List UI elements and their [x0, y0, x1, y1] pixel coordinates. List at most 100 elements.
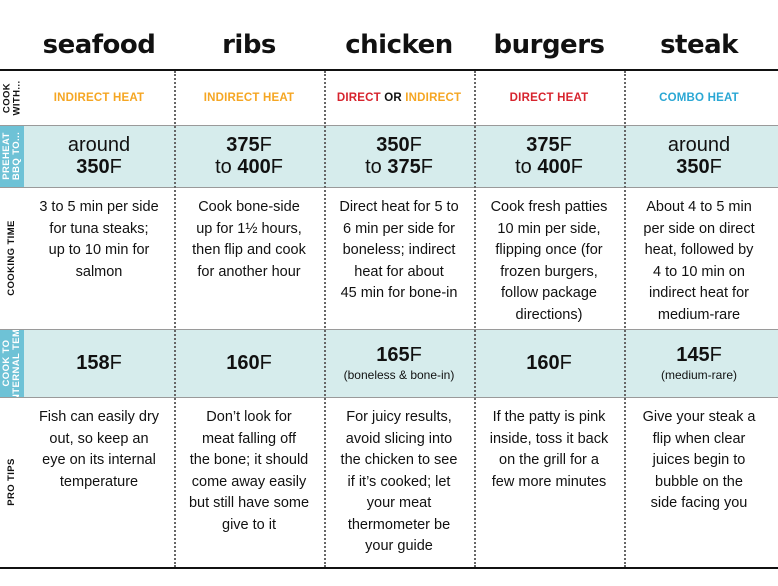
pro-tip-line: For juicy results,	[346, 409, 452, 425]
internal-temp-seafood: 158F	[24, 329, 174, 397]
column-header-ribs: ribs	[222, 30, 276, 60]
cooking-time-line: for tuna steaks;	[49, 220, 149, 237]
cooking-time-line: up for 1½ hours,	[196, 220, 302, 237]
row-divider	[0, 397, 778, 398]
cooking-time-line: follow package	[501, 285, 597, 301]
heat-method: COMBO HEAT	[659, 92, 739, 104]
cooking-time-line: per side on direct	[643, 220, 755, 237]
heat-method: DIRECT HEAT	[510, 92, 589, 104]
internal-temp-chicken: 165F (boneless & bone-in)	[324, 329, 474, 397]
preheat-line-2: to 400F	[215, 156, 283, 178]
preheat-unit: F	[420, 156, 433, 178]
row-label-cook-with: COOK WITH...	[0, 71, 24, 125]
cook-with-seafood: INDIRECT HEAT	[24, 71, 174, 125]
cooking-time-line: heat for about	[354, 263, 444, 280]
heat-method-part: COMBO HEAT	[659, 92, 739, 104]
top-rule	[0, 69, 778, 71]
pro-tip-line: temperature	[59, 473, 139, 490]
pro-tip-line: few more minutes	[491, 473, 607, 490]
column-divider	[624, 71, 626, 567]
row-cook-with: COOK WITH... INDIRECT HEAT INDIRECT HEAT DI…	[0, 71, 778, 125]
heat-method-part: OR	[380, 92, 406, 104]
pro-tip-line: Fish can easily dry	[38, 409, 160, 425]
column-divider	[174, 71, 176, 567]
cook-with-cells: INDIRECT HEAT INDIRECT HEAT DIRECT OR INDI…	[24, 71, 778, 125]
preheat-ribs: 375F to 400F	[174, 125, 324, 187]
pro-tip-line: meat falling off	[201, 430, 297, 447]
row-divider	[0, 187, 778, 188]
pro-tip-seafood: Fish can easily dry out, so keep an eye on…	[24, 397, 174, 567]
internal-temp-reading: 158F	[76, 352, 122, 374]
preheat-value: 350	[676, 156, 710, 178]
preheat-line-2: to 375F	[365, 156, 433, 178]
preheat-prefix: to	[515, 156, 538, 178]
preheat-line-1: around	[68, 134, 130, 156]
column-header-chicken: chicken	[345, 30, 453, 60]
preheat-prefix: around	[67, 134, 131, 156]
pro-tip-line: come away easily	[191, 473, 307, 490]
preheat-line-1: 375F	[526, 134, 572, 156]
preheat-value: 400	[537, 156, 571, 178]
pro-tip-line: on the grill for a	[499, 452, 599, 468]
internal-temp-note: (boneless & bone-in)	[343, 367, 455, 382]
preheat-unit: F	[109, 156, 122, 178]
pro-tip-line: bubble on the	[655, 473, 743, 490]
pro-tip-line: the bone; it should	[189, 452, 309, 468]
preheat-burgers: 375F to 400F	[474, 125, 624, 187]
row-preheat: PREHEAT BBQ TO... around 350F 375F to 400F 35…	[0, 125, 778, 187]
cooking-time-ribs: Cook bone-side up for 1½ hours, then flip …	[174, 187, 324, 329]
cooking-time-line: directions)	[515, 306, 583, 323]
pro-tip-line: give to it	[222, 516, 276, 533]
row-pro-tips: PRO TIPS Fish can easily dry out, so keep…	[0, 397, 778, 567]
column-header-steak: steak	[660, 30, 738, 60]
cooking-time-line: flipping once (for	[495, 242, 603, 258]
pro-tip-steak: Give your steak a flip when clear juices b…	[624, 397, 774, 567]
pro-tip-line: If the patty is pink	[492, 409, 606, 425]
preheat-prefix: to	[215, 156, 238, 178]
pro-tip-line: your meat	[366, 495, 432, 511]
cooking-time-line: Direct heat for 5 to	[339, 199, 459, 215]
internal-temp-unit: F	[259, 352, 272, 374]
row-label-preheat: PREHEAT BBQ TO...	[0, 125, 24, 187]
row-internal-temp: COOK TO INTERNAL TEMP 158F 160F 165F (bonele…	[0, 322, 778, 404]
internal-temp-value: 160	[526, 352, 560, 374]
preheat-prefix: around	[667, 134, 731, 156]
column-divider	[324, 71, 326, 567]
cook-with-steak: COMBO HEAT	[624, 71, 774, 125]
cooking-time-line: 3 to 5 min per side	[39, 199, 159, 215]
internal-temp-ribs: 160F	[174, 329, 324, 397]
cooking-time-seafood: 3 to 5 min per side for tuna steaks; up to…	[24, 187, 174, 329]
cooking-time-line: then flip and cook	[192, 242, 306, 258]
cooking-time-line: up to 10 min for	[48, 242, 150, 258]
cooking-time-line: Cook bone-side	[198, 199, 300, 215]
pro-tip-line: flip when clear	[652, 430, 746, 447]
preheat-unit: F	[270, 156, 283, 178]
internal-temp-steak: 145F (medium-rare)	[624, 329, 774, 397]
preheat-value: 400	[237, 156, 271, 178]
pro-tip-line: thermometer be	[347, 516, 451, 533]
cooking-time-line: 10 min per side,	[497, 220, 601, 237]
internal-temp-reading: 165F	[376, 344, 422, 366]
cook-with-burgers: DIRECT HEAT	[474, 71, 624, 125]
cooking-time-line: indirect heat for	[649, 285, 749, 301]
preheat-unit: F	[570, 156, 583, 178]
column-headers: seafood ribs chicken burgers steak	[24, 20, 778, 70]
pro-tip-chicken: For juicy results, avoid slicing into the …	[324, 397, 474, 567]
heat-method: INDIRECT HEAT	[54, 92, 145, 104]
row-cooking-time: COOKING TIME 3 to 5 min per side for tuna…	[0, 187, 778, 329]
heat-method-part: INDIRECT HEAT	[203, 92, 295, 104]
internal-temp-reading: 160F	[526, 352, 572, 374]
row-divider	[0, 329, 778, 330]
pro-tip-line: eye on its internal	[42, 452, 156, 468]
heat-method-part: INDIRECT HEAT	[53, 92, 145, 104]
heat-method-part: INDIRECT	[405, 92, 462, 104]
cooking-time-line: 4 to 10 min on	[653, 263, 745, 280]
preheat-unit: F	[559, 134, 572, 156]
preheat-line-1: around	[668, 134, 730, 156]
pro-tip-line: avoid slicing into	[345, 430, 453, 447]
row-divider	[0, 125, 778, 126]
preheat-steak: around 350F	[624, 125, 774, 187]
heat-method: DIRECT OR INDIRECT	[337, 92, 461, 104]
cooking-time-line: 45 min for bone-in	[340, 285, 458, 301]
internal-temp-unit: F	[409, 343, 422, 366]
